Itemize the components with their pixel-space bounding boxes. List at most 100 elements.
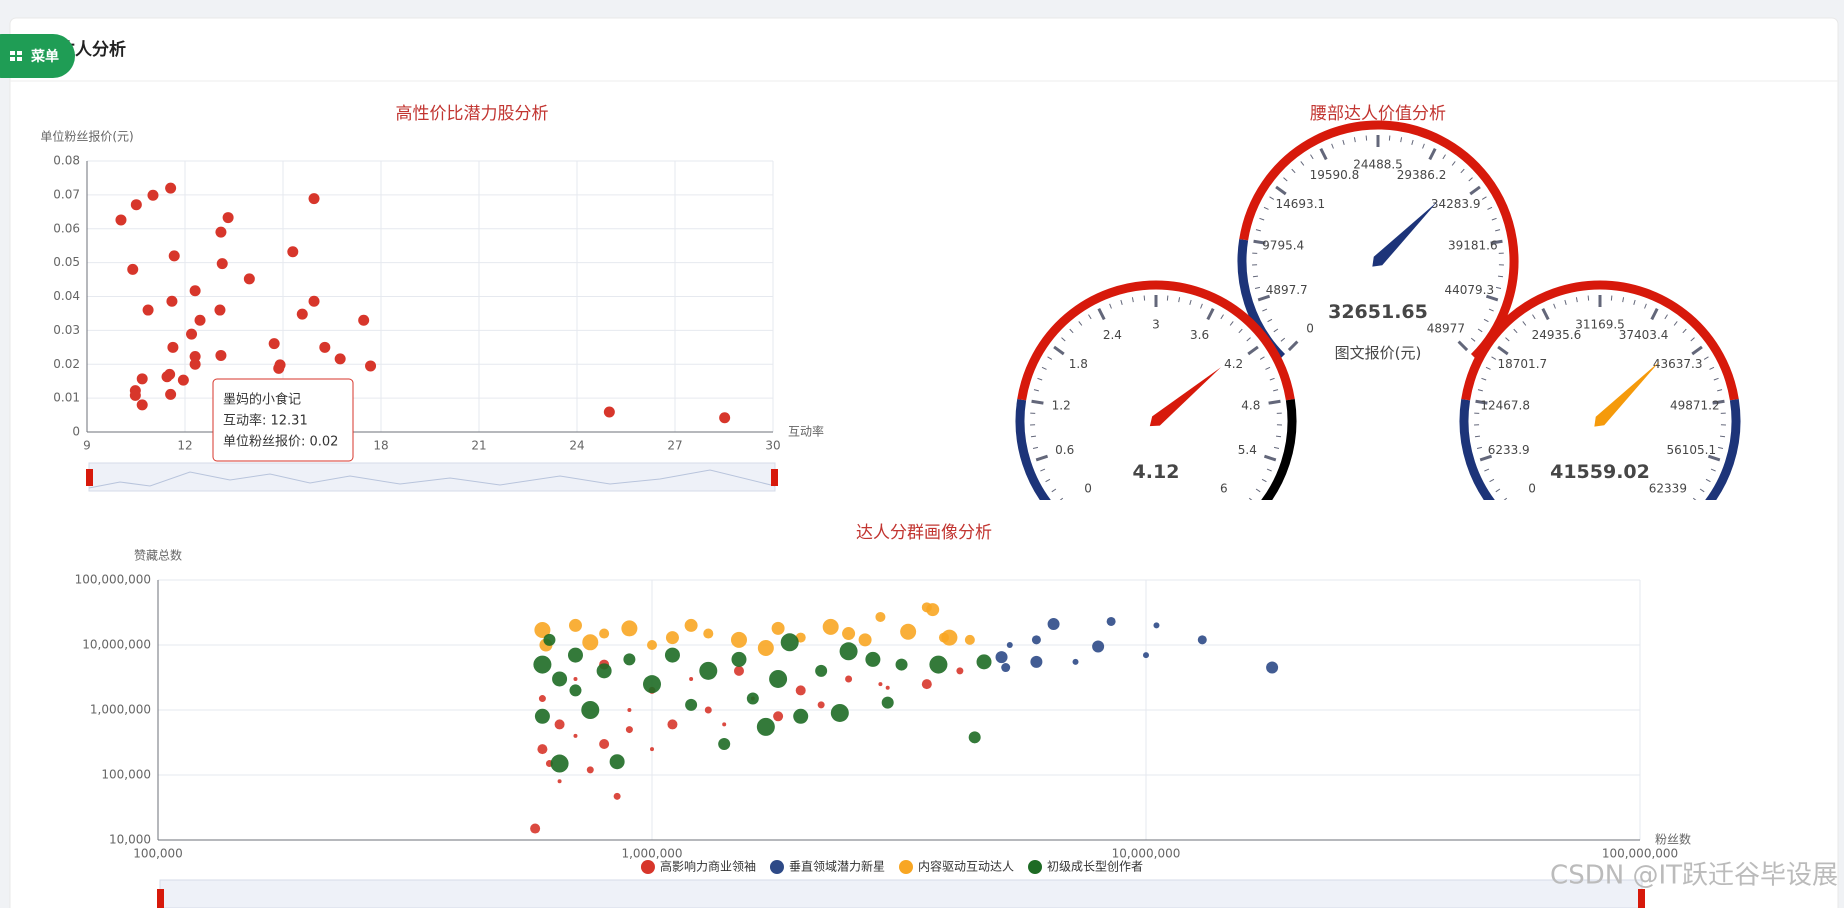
gauge-minor-tick <box>1069 328 1074 334</box>
bubble <box>1030 655 1043 668</box>
gauge-value: 41559.02 <box>1550 461 1650 483</box>
gauge-minor-tick <box>1422 143 1425 149</box>
y-tick-label: 0 <box>72 425 80 439</box>
gauge-minor-tick <box>1484 468 1490 472</box>
bubble <box>689 676 694 681</box>
gauge-split-line <box>1206 308 1215 321</box>
bubble <box>895 658 908 671</box>
gauge-tick-label: 19590.8 <box>1310 168 1360 182</box>
scatter-point <box>222 212 234 224</box>
bubble <box>684 618 698 632</box>
menu-label[interactable]: 菜单 <box>30 48 59 65</box>
y-tick-label: 0.08 <box>53 154 80 168</box>
menu-button[interactable]: 菜单 <box>0 34 75 78</box>
y-tick-label: 0.02 <box>53 357 80 371</box>
bubble <box>839 642 858 661</box>
gauge-minor-tick <box>1522 321 1527 326</box>
gauge-split-line <box>1457 340 1469 352</box>
gauge-axis-band <box>1239 120 1519 361</box>
gauge-minor-tick <box>1261 478 1267 483</box>
gauge-minor-tick <box>1189 299 1192 305</box>
slider-handle[interactable] <box>771 469 778 486</box>
bubble <box>921 602 932 613</box>
x-tick-label: 18 <box>373 439 388 453</box>
gauge-minor-tick <box>1474 435 1481 438</box>
gauge-tick-label: 56105.1 <box>1666 443 1716 457</box>
gauge-minor-tick <box>1495 488 1501 493</box>
gauge-minor-tick <box>1255 488 1261 493</box>
bubble <box>586 766 594 774</box>
gauge-minor-tick <box>1032 446 1039 449</box>
scatter-point <box>719 412 731 424</box>
gauge-split-line <box>1485 294 1499 302</box>
gauge-axis-band <box>1459 399 1495 500</box>
slider-handle[interactable] <box>86 469 93 486</box>
slider-handle[interactable] <box>157 889 164 908</box>
gauge-tick-label: 48977 <box>1427 321 1465 335</box>
gauge-tick-label: 18701.7 <box>1498 357 1548 371</box>
y-tick-label: 0.05 <box>53 255 80 269</box>
gauge-tick-label: 37403.4 <box>1619 328 1669 342</box>
bubble <box>746 692 759 705</box>
gauge-split-line <box>1650 308 1659 321</box>
bubble <box>567 647 583 663</box>
scatter-point <box>243 273 255 285</box>
bubble <box>1072 658 1079 665</box>
bubble <box>534 708 550 724</box>
gauge-minor-tick <box>1220 314 1224 320</box>
x-tick-label: 100,000,000 <box>1602 847 1678 861</box>
gauge-axis-band <box>1461 280 1739 401</box>
gauge-split-line <box>1479 454 1493 462</box>
bubble <box>534 622 551 639</box>
gauge-minor-tick <box>1495 229 1501 232</box>
scatter-point <box>189 350 201 362</box>
bubble <box>757 639 774 656</box>
bubble <box>885 685 890 690</box>
gauge-minor-tick <box>1460 168 1465 174</box>
y-tick-label: 0.04 <box>53 289 80 303</box>
slider-track[interactable] <box>159 879 1643 908</box>
bubble <box>878 682 883 687</box>
gauge-minor-tick <box>1300 161 1305 166</box>
gauge-minor-tick <box>1713 377 1719 381</box>
zoom-slider[interactable] <box>157 879 1645 908</box>
scatter-point <box>287 246 299 258</box>
bubble <box>875 611 886 622</box>
bubble <box>568 618 582 632</box>
zoom-slider[interactable] <box>86 462 778 492</box>
gauge-tick-label: 5.4 <box>1238 443 1257 457</box>
gauge-minor-tick <box>1491 217 1497 221</box>
x-axis-label: 互动率 <box>788 424 824 439</box>
scatter-point <box>189 285 201 297</box>
gauge-minor-tick <box>1342 139 1345 145</box>
gauge-axis-band <box>1261 399 1297 500</box>
bubble <box>731 651 747 667</box>
menu-background[interactable] <box>0 34 75 78</box>
bubble <box>627 708 632 712</box>
x-tick-label: 9 <box>83 439 91 453</box>
gauge-minor-tick <box>1248 497 1253 500</box>
bubble <box>530 823 541 834</box>
gauge-minor-tick <box>1503 497 1508 500</box>
gauge-minor-tick <box>1109 303 1112 309</box>
gauge-minor-tick <box>1254 286 1261 289</box>
gauge-minor-tick <box>1259 217 1265 221</box>
gauge-pointer <box>1149 367 1221 427</box>
gauge-tick-label: 24935.6 <box>1532 328 1582 342</box>
scatter-point <box>319 341 331 353</box>
bubble <box>557 779 562 784</box>
gauge-minor-tick <box>1703 356 1709 360</box>
bubble <box>582 634 599 651</box>
gauge-minor-tick <box>1470 337 1476 342</box>
bubble <box>733 665 744 676</box>
gauge-tick-label: 24488.5 <box>1353 158 1403 172</box>
gauge-split-line <box>1691 345 1703 356</box>
gauge-minor-tick <box>1692 497 1697 500</box>
x-tick-label: 21 <box>471 439 486 453</box>
bubble <box>537 744 548 755</box>
bubble <box>1106 616 1116 626</box>
gauge-split-line <box>1707 454 1721 462</box>
gauge-minor-tick <box>1476 446 1483 449</box>
slider-handle[interactable] <box>1638 889 1645 908</box>
